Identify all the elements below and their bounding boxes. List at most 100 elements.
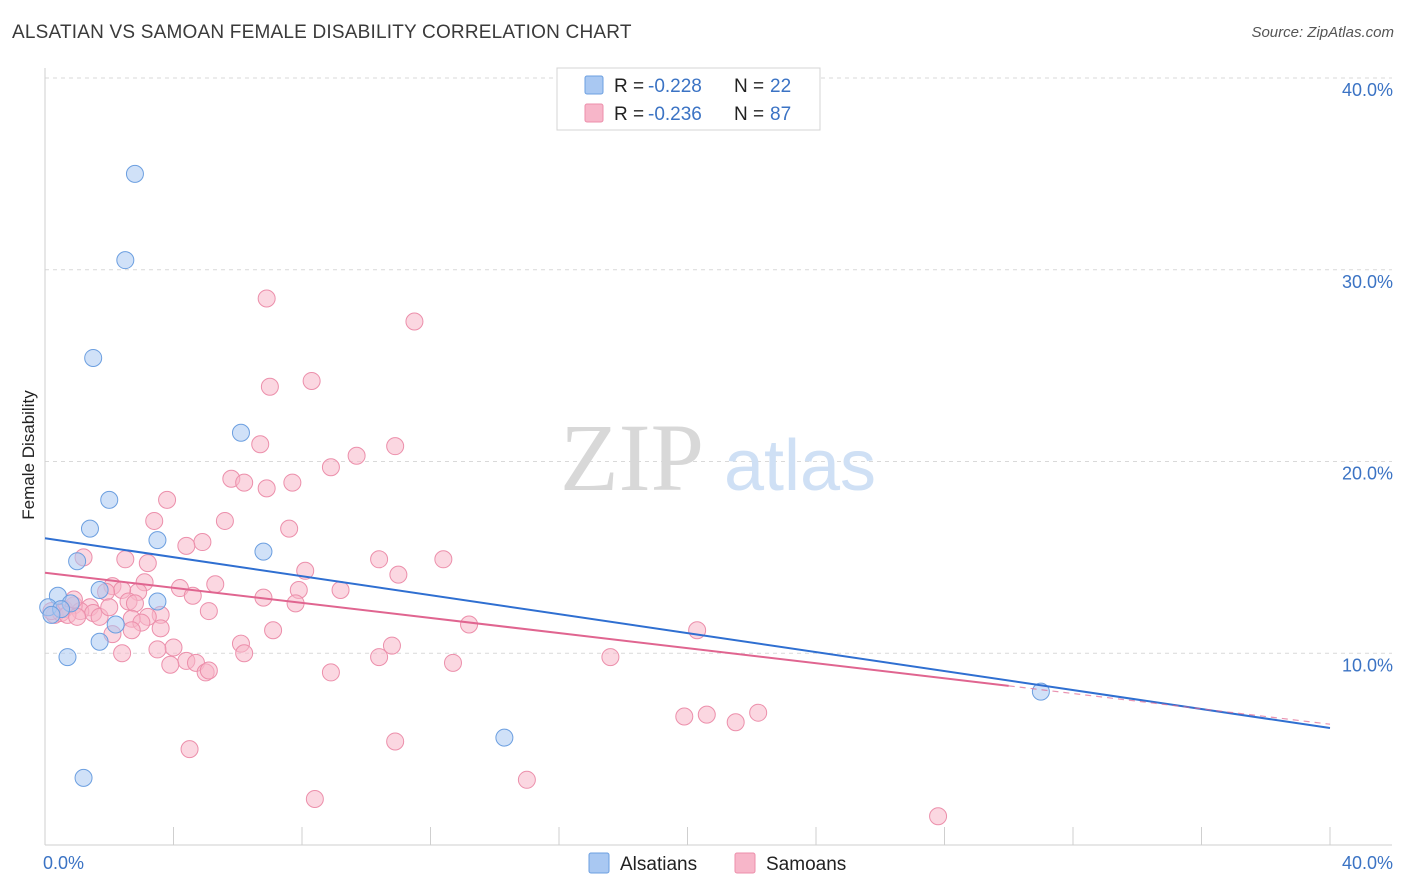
y-tick-label: 10.0% (1342, 655, 1393, 675)
samoan-point (305, 789, 324, 808)
alsatian-point (116, 251, 135, 270)
samoan-point (726, 713, 745, 732)
y-tick-label: 20.0% (1342, 464, 1393, 484)
samoan-point (697, 705, 716, 724)
samoan-point (235, 644, 254, 663)
samoan-point (370, 648, 389, 667)
alsatian-point (148, 592, 167, 611)
alsatian-point (148, 531, 167, 550)
samoan-point (206, 575, 225, 594)
axes (44, 68, 1392, 846)
samoan-point (264, 621, 283, 640)
samoan-point (302, 371, 321, 390)
watermark-zip: ZIP (560, 404, 704, 511)
samoan-point (331, 580, 350, 599)
samoans-trend-line (44, 571, 1009, 687)
samoan-point (116, 550, 135, 569)
samoan-point (283, 473, 302, 492)
y-tick-label: 30.0% (1342, 272, 1393, 292)
watermark: ZIP atlas (560, 404, 876, 511)
samoan-point (443, 653, 462, 672)
samoan-point (321, 458, 340, 477)
samoan-point (460, 615, 479, 634)
samoan-point (347, 446, 366, 465)
bottom-legend: Alsatians Samoans (588, 852, 846, 875)
alsatian-point (74, 768, 93, 787)
watermark-atlas: atlas (724, 426, 876, 506)
alsatians-trend-line (44, 537, 1331, 730)
samoan-point (215, 511, 234, 530)
samoan-point (125, 594, 144, 613)
samoan-point (164, 638, 183, 657)
samoan-point (199, 661, 218, 680)
samoan-point (145, 511, 164, 530)
samoan-point (199, 602, 218, 621)
samoan-point (601, 648, 620, 667)
bottom-legend-swatch-alsatians (588, 852, 610, 874)
samoan-point (280, 519, 299, 538)
alsatian-point (231, 423, 250, 442)
alsatian-point (90, 632, 109, 651)
alsatian-point (58, 648, 77, 667)
legend-swatch-samoans (584, 103, 604, 123)
alsatians-points (39, 164, 1050, 787)
legend-swatch-alsatians (584, 75, 604, 95)
samoan-point (517, 770, 536, 789)
alsatian-point (1031, 682, 1050, 701)
samoan-point (158, 490, 177, 509)
samoan-point (148, 640, 167, 659)
legend-r-value-alsatians: -0.228 (648, 76, 702, 97)
samoan-point (929, 807, 948, 826)
samoan-point (193, 533, 212, 552)
samoan-point (161, 655, 180, 674)
chart-title: ALSATIAN VS SAMOAN FEMALE DISABILITY COR… (12, 22, 632, 43)
samoan-point (235, 473, 254, 492)
chart-source: Source: ZipAtlas.com (1251, 24, 1394, 41)
legend: R = -0.228 N = 22 R = -0.236 N = 87 (556, 67, 821, 131)
samoan-point (386, 437, 405, 456)
alsatian-point (68, 552, 87, 571)
grid-lines (45, 77, 1392, 654)
alsatian-point (90, 580, 109, 599)
samoan-point (113, 644, 132, 663)
samoans-trend-extension (1008, 685, 1331, 725)
alsatian-point (84, 348, 103, 367)
samoan-point (389, 565, 408, 584)
x-tick-label-min: 0.0% (43, 853, 84, 873)
alsatian-point (106, 615, 125, 634)
x-tick-label-max: 40.0% (1342, 853, 1393, 873)
samoan-point (177, 536, 196, 555)
legend-n-value-samoans: 87 (770, 104, 791, 125)
bottom-legend-label-alsatians: Alsatians (620, 854, 697, 875)
alsatian-point (100, 490, 119, 509)
alsatian-point (80, 519, 99, 538)
samoan-point (257, 289, 276, 308)
legend-r-label-samoans: R = (614, 104, 644, 125)
alsatian-point (42, 605, 61, 624)
tick-labels: 10.0% 20.0% 30.0% 40.0% 0.0% 40.0% (43, 80, 1393, 873)
samoan-point (749, 703, 768, 722)
samoan-point (321, 663, 340, 682)
y-tick-label: 40.0% (1342, 80, 1393, 100)
alsatian-point (254, 542, 273, 561)
samoan-point (386, 732, 405, 751)
samoan-point (434, 550, 453, 569)
trend-lines (44, 537, 1331, 730)
samoan-point (251, 435, 270, 454)
y-axis-label: Female Disability (19, 390, 38, 520)
samoan-point (180, 740, 199, 759)
legend-r-label-alsatians: R = (614, 76, 644, 97)
legend-n-label-samoans: N = (734, 104, 764, 125)
samoan-point (122, 621, 141, 640)
samoan-point (370, 550, 389, 569)
samoan-point (100, 598, 119, 617)
bottom-legend-swatch-samoans (734, 852, 756, 874)
samoan-point (257, 479, 276, 498)
alsatian-point (495, 728, 514, 747)
samoan-point (382, 636, 401, 655)
samoan-point (151, 619, 170, 638)
legend-r-value-samoans: -0.236 (648, 104, 702, 125)
legend-n-value-alsatians: 22 (770, 76, 791, 97)
alsatian-point (125, 164, 144, 183)
